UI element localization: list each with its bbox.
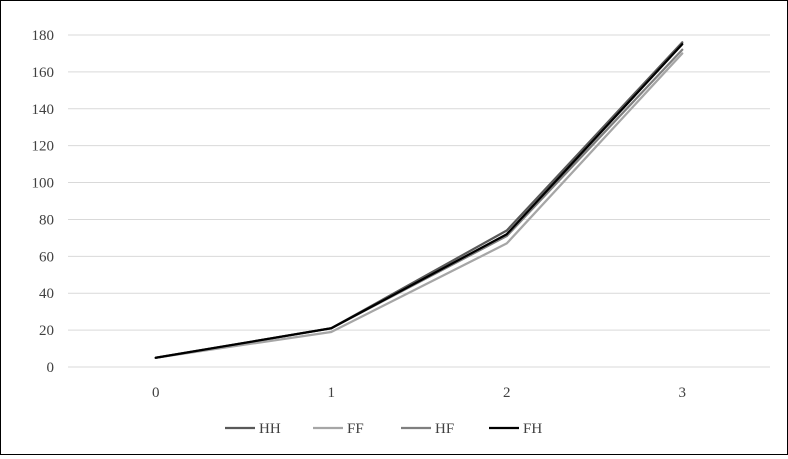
y-tick-label: 20	[39, 323, 54, 339]
series-line-fh	[154, 43, 684, 359]
y-tick-label: 160	[32, 65, 55, 81]
x-tick-label: 3	[679, 385, 687, 401]
y-tick-label: 40	[39, 286, 54, 302]
legend-item-hf: HF	[401, 421, 454, 437]
y-tick-label: 60	[39, 249, 54, 265]
y-axis-tick-labels: 0 20 40 60 80 100 120 140 160 180	[32, 28, 55, 376]
y-tick-label: 120	[32, 139, 55, 155]
series-line-hh	[154, 41, 684, 359]
x-tick-label: 1	[328, 385, 336, 401]
series-line-ff	[154, 52, 684, 359]
x-tick-label: 0	[152, 385, 160, 401]
legend-label: HH	[259, 421, 281, 437]
legend: HH FF HF FH	[225, 421, 542, 437]
x-axis-tick-labels: 0 1 2 3	[152, 385, 686, 401]
y-tick-label: 140	[32, 102, 55, 118]
x-tick-label: 2	[503, 385, 511, 401]
y-tick-label: 100	[32, 176, 55, 192]
legend-label: FF	[347, 421, 364, 437]
series-line-hf	[154, 48, 684, 359]
gridlines	[68, 34, 770, 368]
legend-label: HF	[435, 421, 454, 437]
series-lines	[154, 41, 684, 359]
y-tick-label: 0	[47, 360, 55, 376]
legend-item-hh: HH	[225, 421, 281, 437]
y-tick-label: 180	[32, 28, 55, 44]
legend-label: FH	[523, 421, 542, 437]
legend-item-ff: FF	[313, 421, 364, 437]
y-tick-label: 80	[39, 212, 54, 228]
legend-item-fh: FH	[489, 421, 542, 437]
